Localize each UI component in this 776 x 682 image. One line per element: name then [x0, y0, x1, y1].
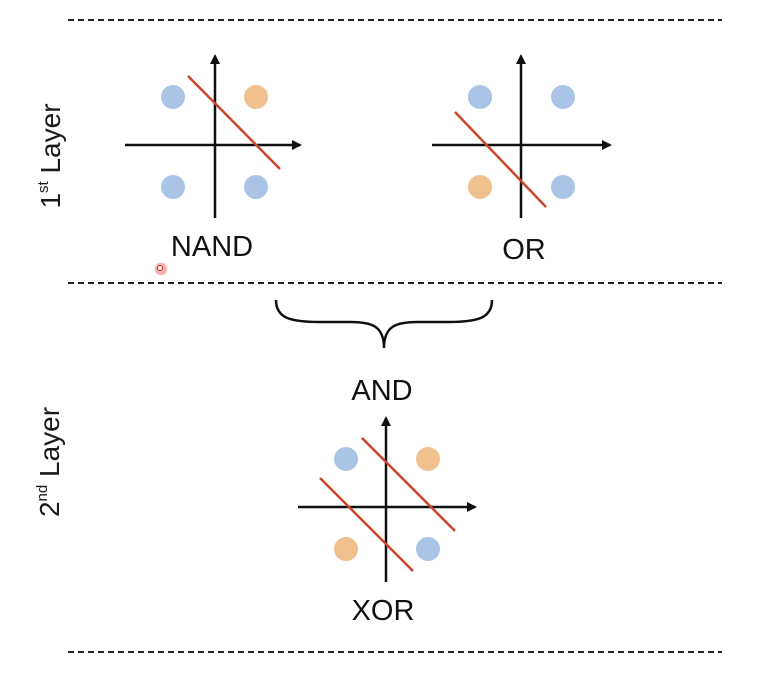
xor-label: XOR: [351, 595, 415, 627]
second-layer-label: 2nd Layer: [34, 392, 66, 532]
xor-point-bottom-left: [334, 537, 358, 561]
mouse-cursor-indicator: [154, 262, 168, 276]
xor-boundary-lower: [319, 477, 414, 572]
second-layer-number: 2: [34, 501, 65, 518]
xor-point-top-left: [334, 447, 358, 471]
first-layer-label: 1st Layer: [35, 91, 67, 221]
first-layer-number: 1: [35, 192, 66, 209]
xor-point-top-right: [416, 447, 440, 471]
xor-plot: [298, 416, 477, 582]
or-boundary-line: [454, 111, 547, 208]
xor-boundary-upper: [361, 437, 456, 532]
or-label: OR: [502, 234, 546, 266]
or-plot: [432, 54, 612, 218]
second-layer-suffix: nd: [33, 484, 51, 502]
and-label: AND: [351, 375, 413, 407]
nand-plot: [125, 54, 302, 218]
nand-boundary-line: [187, 75, 281, 170]
first-layer-suffix: st: [34, 181, 52, 193]
nand-point-top-left: [161, 85, 185, 109]
second-layer-word: Layer: [34, 406, 65, 477]
or-point-bottom-right: [551, 175, 575, 199]
or-point-bottom-left: [468, 175, 492, 199]
xor-point-bottom-right: [416, 537, 440, 561]
nand-point-bottom-right: [244, 175, 268, 199]
first-layer-word: Layer: [35, 103, 66, 174]
or-point-top-right: [551, 85, 575, 109]
nand-point-bottom-left: [161, 175, 185, 199]
nand-point-top-right: [244, 85, 268, 109]
nand-label: NAND: [170, 231, 254, 263]
curly-brace: [274, 299, 494, 349]
or-point-top-left: [468, 85, 492, 109]
